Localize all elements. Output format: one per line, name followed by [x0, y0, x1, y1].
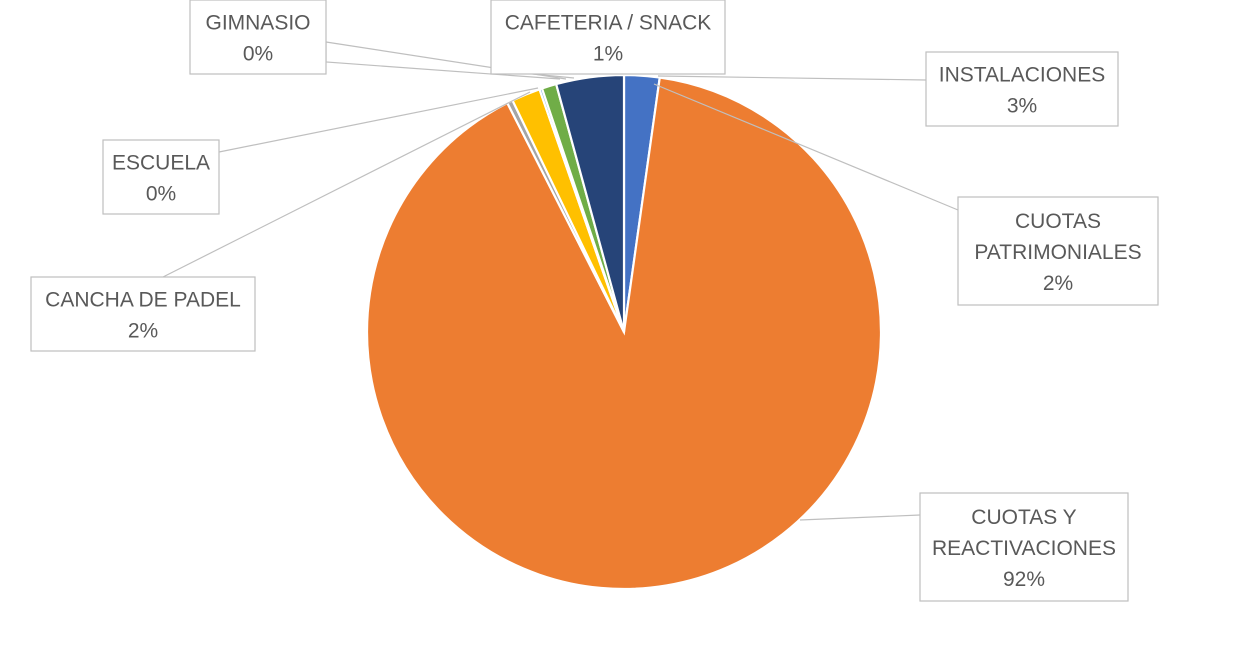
data-label: ESCUELA 0%	[102, 139, 220, 215]
data-label-category: GIMNASIO	[205, 11, 310, 34]
leader-line	[162, 91, 531, 278]
data-label-category: ESCUELA	[112, 151, 210, 174]
data-label-value: 2%	[1043, 272, 1073, 295]
data-label-box	[919, 492, 1129, 602]
data-label: INSTALACIONES 3%	[925, 51, 1119, 127]
data-label-box	[102, 139, 220, 215]
data-label-value: 2%	[128, 319, 158, 342]
data-label-box	[925, 51, 1119, 127]
pie-slices	[365, 73, 883, 591]
pie-slice-instalaciones	[554, 73, 626, 333]
data-label-category: CANCHA DE PADEL	[45, 288, 241, 311]
data-label-category: CAFETERIA / SNACK	[505, 11, 712, 34]
leader-line	[218, 87, 539, 153]
data-label-category: CUOTAS Y	[971, 506, 1076, 529]
data-label-category: PATRIMONIALES	[974, 241, 1141, 264]
data-label-value: 0%	[146, 182, 176, 205]
data-label-value: 0%	[243, 42, 273, 65]
data-label-box	[189, 0, 327, 75]
leader-line	[653, 83, 959, 211]
data-label-category: INSTALACIONES	[939, 63, 1105, 86]
leader-line	[799, 514, 921, 521]
data-label-box	[30, 276, 256, 352]
data-label-category: REACTIVACIONES	[932, 537, 1116, 560]
data-label: CUOTAS PATRIMONIALES 2%	[957, 196, 1159, 306]
data-label-box	[490, 0, 726, 75]
data-label-value: 1%	[593, 42, 623, 65]
leader-lines	[162, 41, 959, 521]
data-labels: CUOTAS PATRIMONIALES 2% CUOTAS Y REACTIVACIO…	[30, 0, 1159, 602]
data-label-category: CUOTAS	[1015, 210, 1101, 233]
data-label: GIMNASIO 0%	[189, 0, 327, 75]
data-label: CUOTAS Y REACTIVACIONES 92%	[919, 492, 1129, 602]
data-label: CANCHA DE PADEL 2%	[30, 276, 256, 352]
data-label-box	[957, 196, 1159, 306]
data-label-value: 3%	[1007, 94, 1037, 117]
leader-line	[657, 75, 927, 81]
data-label-value: 92%	[1003, 568, 1045, 591]
pie-slice-cuotas-y-reactivaciones	[365, 76, 883, 591]
data-label: CAFETERIA / SNACK 1%	[490, 0, 726, 75]
